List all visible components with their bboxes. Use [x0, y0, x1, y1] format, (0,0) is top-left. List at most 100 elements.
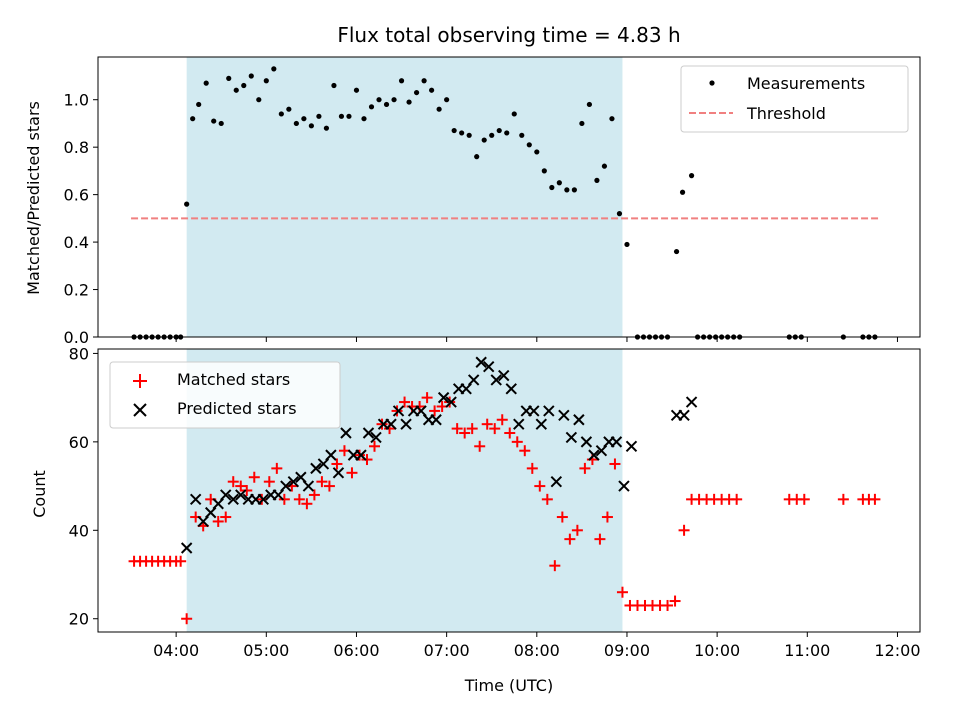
- predicted-star-point: [543, 405, 555, 417]
- predicted-star-point: [678, 409, 690, 422]
- predicted-star-point: [385, 418, 397, 430]
- measurement-point: [673, 248, 680, 255]
- matched-star-point: [616, 586, 628, 598]
- predicted-star-point: [370, 431, 382, 444]
- matched-star-point: [235, 480, 247, 492]
- matched-star-point: [837, 493, 849, 505]
- bottom-legend-box: [109, 361, 341, 429]
- top-panel-frame: [97, 56, 921, 338]
- matched-star-point: [399, 396, 411, 408]
- measurement-point: [391, 97, 397, 103]
- predicted-star-point: [310, 462, 322, 475]
- predicted-star-point: [513, 418, 525, 430]
- matched-star-point: [869, 493, 881, 505]
- predicted-star-point: [340, 427, 352, 439]
- matched-star-point: [549, 560, 561, 572]
- predicted-star-point: [430, 414, 442, 426]
- measurement-point: [511, 111, 517, 117]
- predicted-star-point: [528, 405, 540, 417]
- predicted-star-point: [685, 396, 698, 408]
- predicted-star-point: [588, 449, 600, 461]
- predicted-star-point: [550, 475, 563, 488]
- measurement-point: [218, 120, 224, 127]
- top-y-tick-label: 0.0: [64, 328, 89, 347]
- matched-star-point: [594, 533, 606, 545]
- top-y-tick-label: 0.4: [64, 233, 89, 252]
- predicted-star-point: [280, 480, 292, 492]
- measurement-point: [436, 106, 442, 112]
- predicted-star-point: [467, 374, 480, 386]
- predicted-star-point: [483, 360, 495, 373]
- legend-matched-label: Matched stars: [177, 370, 290, 389]
- measurement-point: [233, 87, 239, 93]
- top-legend: Measurements Threshold: [680, 65, 909, 133]
- x-tick-label: 11:00: [784, 641, 830, 660]
- matched-star-point: [241, 485, 253, 496]
- matched-star-point: [429, 405, 441, 417]
- predicted-star-point: [227, 493, 239, 506]
- predicted-star-point: [302, 480, 315, 492]
- matched-star-point: [293, 493, 305, 505]
- measurement-point: [376, 97, 382, 103]
- legend-predicted-marker: [133, 403, 147, 417]
- matched-star-point: [376, 418, 388, 430]
- matched-star-point: [571, 524, 583, 536]
- measurement-point: [211, 118, 217, 124]
- measurement-point: [361, 116, 367, 122]
- matched-star-point: [609, 458, 621, 470]
- measurement-point: [679, 189, 686, 195]
- measurement-point: [429, 87, 435, 93]
- predicted-star-point: [325, 449, 337, 461]
- predicted-star-point: [257, 493, 270, 506]
- measurement-point: [190, 116, 196, 122]
- bottom-y-ticks: 20 40 60 80: [69, 344, 98, 629]
- predicted-star-point: [490, 374, 502, 386]
- measurement-point: [338, 113, 345, 119]
- matched-star-point: [466, 423, 478, 435]
- matched-star-point: [474, 440, 486, 452]
- measurement-point: [586, 101, 592, 108]
- matched-star-point: [798, 493, 810, 505]
- bottom-marks: [128, 356, 881, 625]
- measurement-point: [624, 241, 630, 248]
- top-legend-box: [680, 65, 909, 133]
- matched-star-point: [248, 471, 260, 483]
- top-y-tick-label: 0.8: [64, 138, 89, 157]
- top-y-axis-label: Matched/Predicted stars: [24, 101, 43, 295]
- measurement-point: [316, 113, 322, 119]
- measurement-point: [526, 142, 532, 148]
- predicted-star-point: [580, 436, 593, 448]
- matched-star-point: [220, 511, 232, 523]
- measurement-point: [571, 187, 577, 193]
- measurement-point: [594, 177, 600, 183]
- matched-star-point: [526, 462, 538, 474]
- measurement-point: [496, 127, 502, 134]
- matched-star-point: [669, 595, 681, 607]
- top-marks: [131, 66, 880, 340]
- bottom-y-tick-label: 60: [69, 433, 89, 452]
- matched-star-point: [278, 493, 290, 505]
- matched-star-point: [444, 396, 456, 408]
- measurement-point: [481, 137, 487, 143]
- measurement-point: [489, 132, 495, 138]
- predicted-star-point: [445, 396, 457, 408]
- predicted-star-point: [332, 467, 345, 479]
- measurement-point: [256, 97, 262, 103]
- predicted-star-point: [220, 489, 232, 501]
- measurement-point: [353, 87, 360, 93]
- measurement-point: [293, 120, 299, 127]
- matched-star-point: [369, 440, 381, 452]
- predicted-star-point: [565, 431, 578, 444]
- measurement-point: [226, 75, 232, 81]
- predicted-star-point: [475, 356, 487, 368]
- measurement-point: [616, 211, 623, 217]
- measurement-point: [688, 173, 695, 179]
- matched-star-point: [496, 414, 508, 426]
- measurement-point: [406, 99, 412, 105]
- measurement-point: [541, 168, 547, 174]
- measurement-point: [196, 101, 202, 108]
- bottom-panel-frame: [97, 348, 921, 633]
- matched-star-point: [421, 392, 433, 404]
- matched-star-point: [391, 405, 403, 417]
- x-tick-label: 07:00: [424, 641, 470, 660]
